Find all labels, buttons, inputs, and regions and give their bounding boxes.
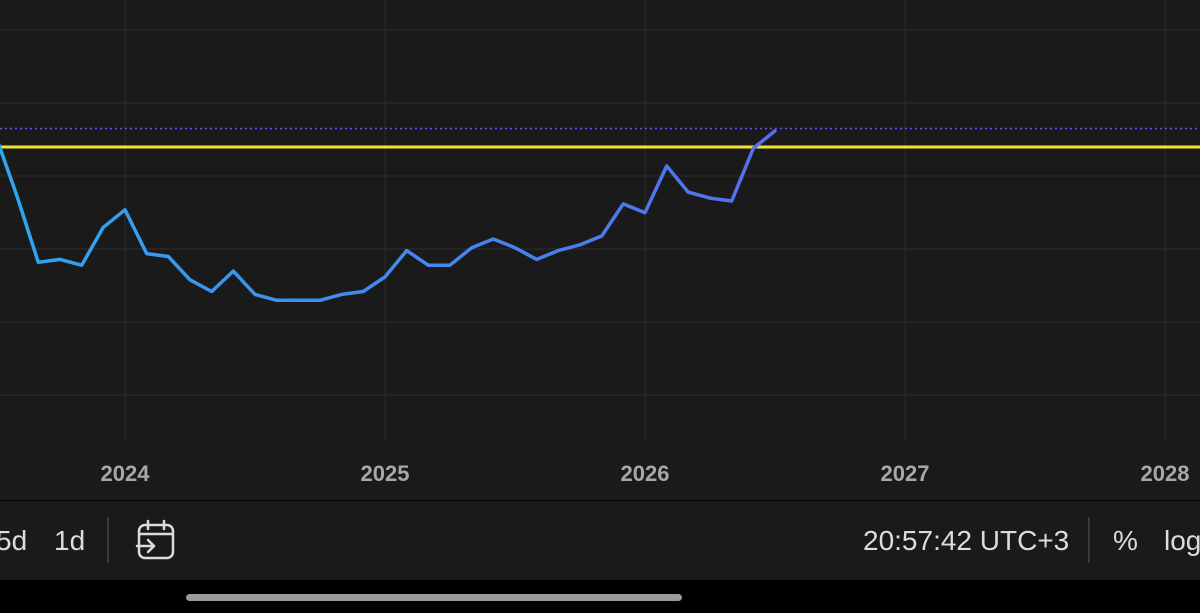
toolbar-divider — [107, 517, 109, 563]
grid — [0, 0, 1200, 440]
calendar-goto-icon — [135, 519, 175, 560]
x-tick-label: 2025 — [361, 461, 410, 486]
x-tick-label: 2024 — [101, 461, 151, 486]
interval-5d-button[interactable]: 5d — [0, 525, 28, 556]
series-line — [0, 129, 777, 303]
price-chart[interactable]: 2024 2025 2026 2027 2028 — [0, 0, 1200, 500]
system-navigation-bar — [0, 580, 1200, 613]
x-axis-ticks: 2024 2025 2026 2027 2028 — [101, 461, 1190, 486]
bottom-toolbar: 5d 1d 20:57:42 UTC+3 % log — [0, 501, 1200, 580]
chart-panel[interactable]: 2024 2025 2026 2027 2028 — [0, 0, 1200, 500]
x-tick-label: 2027 — [881, 461, 930, 486]
log-scale-button[interactable]: log — [1164, 525, 1200, 556]
toolbar-divider — [1088, 517, 1090, 563]
interval-1d-button[interactable]: 1d — [54, 525, 86, 556]
date-range-button[interactable] — [134, 519, 178, 563]
percent-scale-button[interactable]: % — [1113, 525, 1138, 556]
home-indicator[interactable] — [186, 594, 682, 601]
clock-timezone-label[interactable]: 20:57:42 UTC+3 — [863, 525, 1070, 556]
x-tick-label: 2028 — [1141, 461, 1190, 486]
x-tick-label: 2026 — [621, 461, 670, 486]
